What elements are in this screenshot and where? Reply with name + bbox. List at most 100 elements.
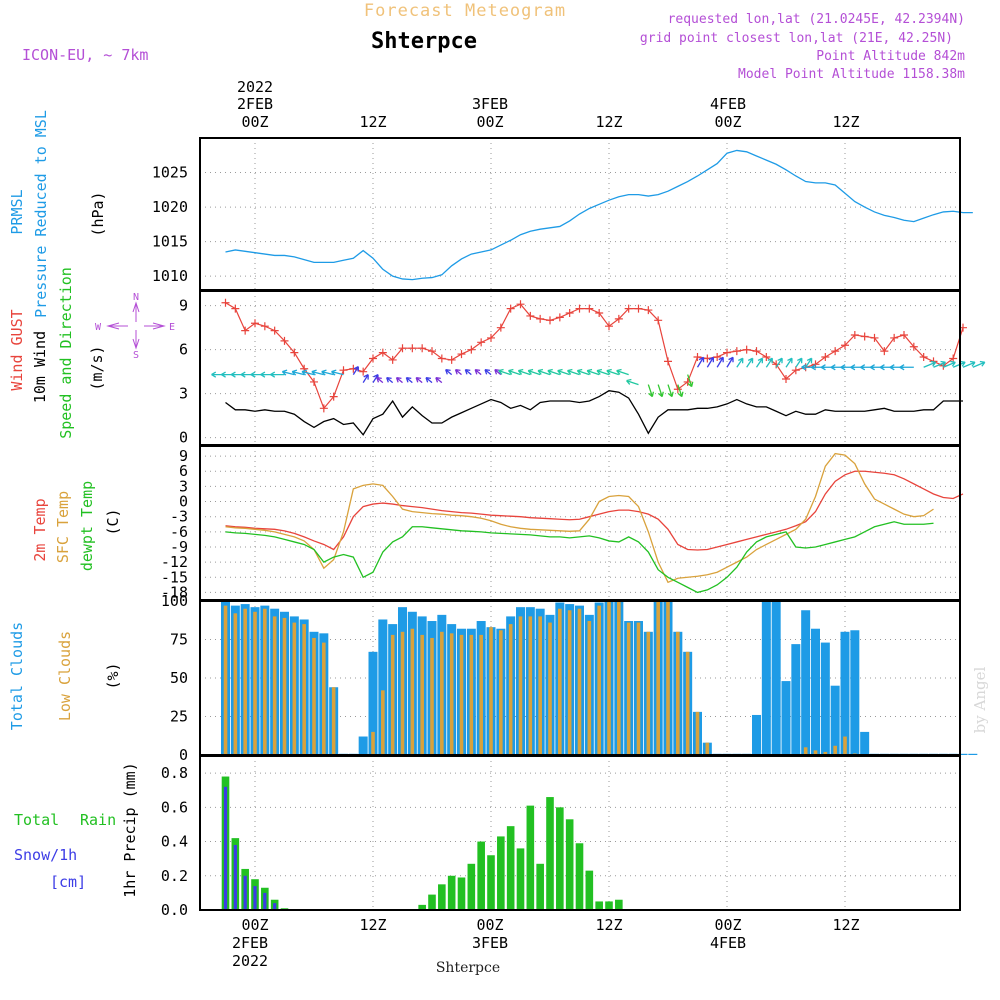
low-clouds-bar [292,622,297,755]
rain-bar [605,901,613,910]
rain-bar [615,899,623,910]
low-clouds-bar [518,616,523,755]
y-tick-label: 3 [179,385,188,403]
panel-frame [199,755,961,911]
temp-unit-label: (C) [104,508,122,535]
low-clouds-bar [666,601,670,755]
compass-s-label: S [133,350,139,361]
gust-marker [565,309,574,317]
gust-marker [693,353,702,361]
gust-marker [349,364,358,373]
gust-marker [841,341,849,350]
total-clouds-bar [761,601,771,755]
wind-direction-arrow [301,369,315,376]
gust-marker [496,323,505,332]
gust-marker [605,322,613,331]
total-clouds-bar [791,644,801,755]
sfc-temp-line [225,452,934,584]
low-clouds-bar [469,634,474,755]
gust-marker [516,300,525,309]
wind-direction-arrow [517,368,531,376]
rain-bar [467,863,476,910]
top-tick-label: 00Z [714,113,741,131]
total-clouds-bar [830,685,840,755]
bottom-date-label: 4FEB [710,934,746,952]
rain-bar [497,836,505,910]
y-tick-label: 1020 [152,198,188,216]
snow-unit-label: [cm] [50,873,86,891]
wind-direction-arrow [972,360,986,368]
wind-direction-arrow [616,368,629,376]
gust-marker [506,304,515,313]
dewpt-label: dewpt Temp [78,481,96,571]
dewpt-line [225,521,934,594]
wind-direction-arrow [331,369,344,376]
low-clouds-bar [833,745,837,755]
top-date-label: 2FEB [237,95,273,113]
wind-direction-arrow [687,374,694,388]
low-clouds-bar [263,608,267,755]
y-tick-label: 9 [179,297,188,315]
wind-direction-arrow [362,374,369,383]
wind-direction-arrow [606,368,620,376]
rain-bar [506,826,515,910]
chart-marks [212,150,986,910]
wind-direction-arrow [395,376,403,384]
low-clouds-bar [803,747,808,755]
wind-direction-arrow [596,368,610,376]
wind-direction-arrow [586,368,600,376]
pressure-label: PRMSL [8,189,26,234]
gust-marker [880,347,889,356]
low-clouds-bar [302,624,306,755]
y-tick-label: 0.8 [161,764,188,782]
low-clouds-bar [548,622,552,755]
snow-bar [273,903,277,910]
bottom-tick-label: 00Z [241,916,268,934]
bottom-date-label: 2FEB [232,934,268,952]
rain-bar [526,805,535,910]
gust-marker [418,344,427,353]
y-tick-label: 1015 [152,233,188,251]
low-clouds-bar [499,630,503,755]
compass-arrows [106,301,166,350]
y-tick-label: 6 [179,341,188,359]
low-clouds-bar [577,608,582,755]
gust-marker [487,333,495,342]
low-clouds-bar [656,601,660,755]
gust-marker [280,336,289,345]
rain-bar [585,870,594,910]
total-clouds-label: Total Clouds [8,622,26,730]
y-tick-label: 1010 [152,267,188,285]
wind-dir-label: Speed and Direction [57,267,75,439]
total-clouds-bar [801,610,811,755]
low-clouds-bar [322,642,326,755]
wind-direction-arrow [415,376,423,384]
gust-marker [526,311,535,320]
wind-direction-arrow [527,368,541,376]
gust-marker [850,331,859,339]
gust-marker [752,347,761,356]
gust-marker [398,344,407,353]
gust-marker [860,332,869,341]
wind-direction-arrow [716,356,724,368]
rain-label: Rain [80,811,116,829]
gust-marker [644,306,653,315]
low-clouds-bar [685,651,690,755]
rain-bar [516,848,525,910]
panel-frames [199,137,961,911]
gust-marker [713,353,722,361]
rain-bar [487,855,495,910]
wind-direction-arrow [746,357,754,368]
wind-direction-arrow [647,384,655,398]
wind-direction-arrow [454,368,462,376]
low-clouds-bar [646,631,651,755]
gust-marker [654,316,663,325]
gust-marker [546,316,554,325]
snow-bar [243,875,247,910]
wind-unit-label: (m/s) [88,345,106,390]
gust-marker [378,348,387,357]
top-date-label: 3FEB [472,95,508,113]
y-tick-label: -12 [161,553,188,571]
wind-direction-arrow [537,368,551,376]
t2m-line [225,470,964,551]
